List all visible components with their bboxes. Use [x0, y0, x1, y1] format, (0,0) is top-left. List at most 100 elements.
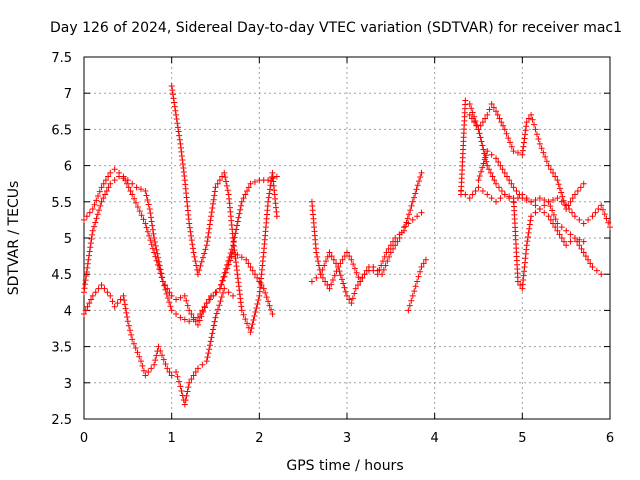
data-point-fill	[520, 139, 527, 146]
data-point	[164, 365, 171, 372]
data-point-fill	[225, 289, 232, 296]
data-point-fill	[83, 273, 90, 280]
data-point-fill	[576, 242, 583, 249]
data-point-fill	[167, 303, 174, 310]
data-point-fill	[328, 281, 335, 288]
data-point-fill	[100, 195, 107, 202]
data-point-fill	[178, 387, 185, 394]
data-point-fill	[265, 298, 272, 305]
data-point-fill	[552, 224, 559, 231]
data-point	[155, 343, 162, 350]
data-point-fill	[268, 306, 275, 313]
data-point-fill	[514, 149, 521, 156]
data-point-fill	[238, 254, 245, 261]
data-point-fill	[127, 327, 134, 334]
data-point-fill	[86, 300, 93, 307]
data-point	[247, 180, 254, 187]
data-point-fill	[87, 240, 94, 247]
data-point	[571, 235, 578, 241]
y-tick-label: 6.5	[51, 123, 72, 138]
data-point	[484, 162, 491, 169]
data-point	[81, 311, 87, 318]
data-point	[168, 372, 175, 379]
data-point	[510, 148, 517, 155]
data-point-fill	[567, 231, 574, 238]
data-point-fill	[265, 194, 272, 201]
data-point-fill	[406, 302, 413, 309]
data-point-fill	[595, 206, 602, 213]
data-point-fill	[513, 187, 520, 194]
data-point-fill	[479, 119, 486, 126]
data-point-fill	[224, 187, 231, 194]
data-point-fill	[496, 115, 503, 122]
data-point	[462, 97, 469, 104]
data-point-fill	[478, 138, 485, 145]
data-point-fill	[206, 342, 213, 349]
data-point-fill	[587, 260, 594, 267]
data-point-fill	[171, 103, 178, 110]
data-point-fill	[382, 262, 389, 269]
data-point-fill	[266, 190, 273, 197]
data-point-fill	[92, 219, 99, 226]
data-point-fill	[479, 187, 486, 194]
data-point-fill	[494, 111, 501, 118]
data-point	[177, 314, 184, 321]
data-point-fill	[507, 139, 514, 146]
data-point-fill	[196, 267, 203, 274]
x-tick-label: 6	[606, 431, 614, 446]
data-point	[203, 242, 210, 249]
x-tick-label: 4	[431, 431, 439, 446]
data-point-fill	[188, 376, 195, 383]
data-point	[308, 278, 315, 285]
y-tick-label: 7	[64, 87, 72, 102]
data-point-fill	[186, 224, 193, 231]
data-point	[129, 336, 136, 343]
data-point-fill	[521, 135, 528, 142]
data-point-fill	[417, 268, 424, 275]
data-point-fill	[336, 268, 343, 275]
data-point-fill	[569, 209, 576, 216]
data-point	[348, 256, 355, 263]
data-point-fill	[525, 115, 532, 122]
y-tick-label: 5.5	[51, 196, 72, 211]
data-point-fill	[314, 253, 321, 260]
data-point-fill	[599, 206, 606, 213]
data-point-fill	[523, 123, 530, 130]
data-point-fill	[394, 238, 401, 245]
data-point	[111, 303, 118, 310]
data-point-fill	[353, 269, 360, 276]
data-point	[181, 292, 188, 299]
data-point-fill	[174, 373, 181, 380]
data-point-fill	[204, 233, 211, 240]
data-point-fill	[205, 350, 212, 357]
data-point-fill	[346, 253, 353, 260]
data-point	[137, 358, 144, 365]
data-point-fill	[82, 281, 89, 288]
data-point	[221, 285, 228, 292]
data-point-fill	[542, 153, 549, 160]
data-point	[186, 220, 193, 227]
data-point	[212, 314, 219, 321]
data-point-fill	[331, 272, 338, 279]
data-point-fill	[176, 136, 183, 143]
data-point-fill	[114, 300, 121, 307]
data-point-fill	[585, 256, 592, 263]
data-point-fill	[175, 378, 182, 385]
data-point	[510, 184, 517, 191]
data-point-fill	[161, 282, 168, 289]
data-point-fill	[558, 189, 565, 196]
data-point-fill	[593, 267, 600, 274]
data-point-fill	[174, 124, 181, 131]
data-point	[405, 220, 412, 227]
data-point-fill	[333, 260, 340, 267]
data-point-fill	[175, 128, 182, 135]
data-point	[418, 169, 425, 176]
data-point-fill	[313, 274, 320, 281]
data-point-fill	[210, 322, 217, 329]
data-point-fill	[151, 238, 158, 245]
x-tick-label: 3	[343, 431, 351, 446]
data-point-fill	[225, 261, 232, 268]
data-point-fill	[205, 296, 212, 303]
data-point-fill	[350, 261, 357, 268]
